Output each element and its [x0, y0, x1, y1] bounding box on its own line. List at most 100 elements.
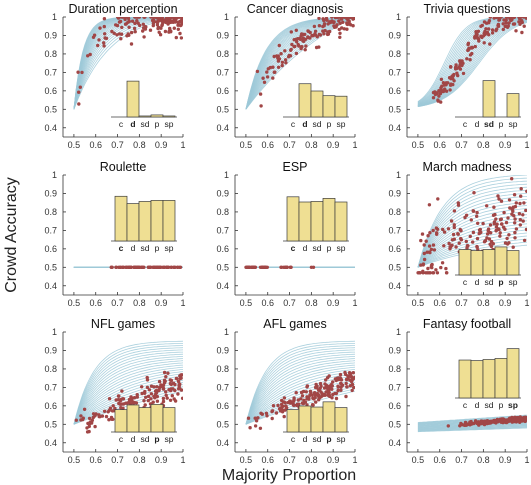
data-point — [118, 402, 123, 406]
data-point — [298, 37, 303, 41]
inset-bar-p — [150, 114, 164, 118]
y-tick-label: 1 — [52, 170, 57, 180]
data-point — [317, 24, 322, 28]
x-tick-label: 0.7 — [283, 298, 296, 308]
data-point — [494, 217, 498, 221]
data-point — [169, 30, 173, 34]
data-point — [161, 396, 166, 401]
data-point — [277, 43, 281, 48]
x-tick-label: 0.9 — [155, 140, 168, 150]
data-point — [481, 221, 485, 226]
data-point — [162, 370, 167, 375]
data-point — [478, 227, 482, 232]
data-point — [300, 401, 305, 405]
data-point — [315, 386, 319, 390]
x-tick-label: 0.5 — [412, 140, 425, 150]
data-point — [159, 26, 163, 30]
data-point — [123, 265, 128, 269]
data-point — [271, 76, 275, 80]
inset-category-label: sd — [313, 119, 322, 129]
data-point — [279, 265, 284, 269]
data-point — [260, 265, 264, 269]
data-point — [336, 385, 340, 389]
data-point — [151, 17, 156, 19]
data-point — [498, 231, 502, 235]
data-point — [164, 375, 168, 379]
data-point — [86, 54, 90, 58]
data-point — [85, 426, 89, 430]
y-tick-label: 0.9 — [388, 345, 401, 355]
data-point — [168, 26, 172, 31]
data-point — [426, 266, 430, 271]
y-tick-label: 0.9 — [44, 188, 57, 198]
data-point — [513, 236, 517, 240]
data-point — [482, 41, 486, 45]
inset-category-label: p — [499, 400, 504, 410]
data-point — [288, 399, 292, 403]
data-point — [436, 197, 440, 201]
data-point — [330, 17, 334, 19]
inset-category-label: d — [303, 434, 308, 444]
data-point — [295, 402, 300, 406]
data-point — [272, 70, 276, 74]
data-point — [329, 383, 333, 387]
data-point — [80, 70, 84, 75]
y-tick-label: 0.7 — [44, 225, 57, 235]
data-point — [521, 219, 525, 223]
y-tick-label: 0.8 — [216, 49, 229, 59]
inset-category-label: sd — [313, 434, 322, 444]
y-tick-label: 0.4 — [216, 123, 229, 133]
data-point — [179, 373, 183, 377]
inset-category-label: p — [327, 243, 332, 253]
data-point — [174, 376, 179, 381]
model-curve — [417, 217, 527, 268]
data-point — [439, 77, 444, 82]
data-point — [465, 57, 469, 61]
data-point — [523, 416, 527, 420]
y-tick-label: 1 — [224, 327, 229, 337]
data-point — [78, 85, 83, 89]
data-point — [142, 17, 147, 19]
data-point — [312, 391, 317, 395]
data-point — [93, 424, 97, 429]
data-point — [169, 265, 174, 269]
data-point — [271, 404, 276, 408]
data-point — [102, 44, 106, 48]
y-tick-label: 1 — [52, 12, 57, 22]
data-point — [155, 385, 159, 389]
x-tick-label: 0.9 — [327, 140, 340, 150]
y-tick-label: 0.8 — [388, 49, 401, 59]
data-point — [496, 24, 501, 28]
data-point — [487, 27, 491, 31]
model-curve — [245, 356, 355, 425]
data-point — [115, 33, 119, 37]
data-point — [421, 262, 426, 266]
plot-area — [244, 265, 355, 269]
data-point — [128, 265, 133, 269]
data-point — [336, 388, 340, 393]
y-tick-label: 0.6 — [44, 401, 57, 411]
data-point — [518, 218, 522, 222]
data-point — [461, 71, 466, 76]
plot-area — [417, 17, 527, 107]
data-point — [431, 243, 436, 247]
x-tick-label: 0.7 — [111, 298, 124, 308]
panel-title: AFL games — [263, 317, 326, 331]
data-point — [121, 406, 125, 410]
y-tick-label: 0.4 — [44, 123, 57, 133]
inset-bar-sp — [162, 200, 176, 242]
inset-category-label: sd — [141, 243, 150, 253]
data-point — [440, 261, 445, 265]
model-curve — [417, 238, 527, 268]
data-point — [503, 24, 507, 29]
y-tick-label: 0.5 — [388, 419, 401, 429]
data-point — [352, 385, 355, 390]
model-curve — [73, 340, 183, 425]
data-point — [468, 53, 473, 57]
data-point — [126, 17, 131, 21]
data-point — [170, 394, 174, 398]
data-point — [283, 49, 287, 53]
data-point — [522, 24, 526, 28]
model-curve — [417, 235, 527, 268]
data-point — [456, 73, 460, 78]
